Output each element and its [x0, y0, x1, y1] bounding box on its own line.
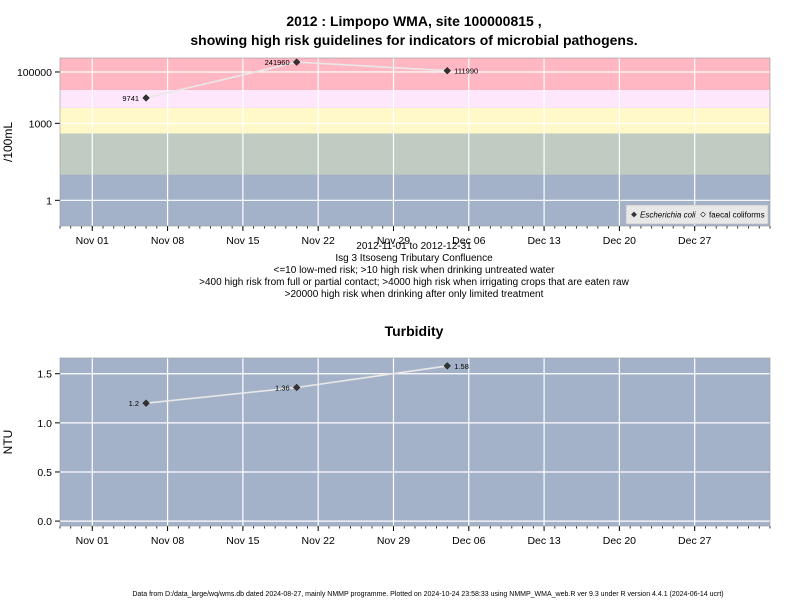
legend-label: Escherichia coli — [640, 211, 696, 220]
x-tick-label: Nov 15 — [226, 235, 259, 247]
caption-risk-contact: >400 high risk from full or partial cont… — [199, 277, 629, 288]
caption-date-range: 2012-11-01 to 2012-12-31 — [356, 241, 472, 252]
data-point — [292, 58, 301, 66]
x-tick-label: Nov 22 — [302, 535, 335, 547]
x-tick-label: Dec 20 — [603, 535, 636, 547]
microbial-panel: Nov 01 Nov 08 Nov 15 Nov 22 Nov 29 Dec 06 Dec … — [1, 57, 771, 247]
data-label: 111990 — [454, 67, 478, 76]
caption-site-name: Isg 3 Itsoseng Tributary Confluence — [335, 253, 493, 264]
risk-band-20000 — [60, 58, 770, 90]
data-label: 9741 — [122, 94, 139, 103]
data-point — [443, 362, 452, 370]
x-tick-label: Nov 01 — [76, 235, 109, 247]
y-tick-label: 0.5 — [37, 467, 52, 479]
data-label: 1.58 — [454, 362, 469, 371]
y-tick-label: 100000 — [17, 67, 52, 79]
y-tick-label: 1.0 — [37, 418, 52, 430]
x-tick-label: Dec 06 — [452, 535, 485, 547]
y-tick-label: 1.5 — [37, 369, 52, 381]
risk-band-4000 — [60, 89, 770, 108]
y-axis-label: NTU — [1, 430, 15, 455]
x-tick-label: Nov 29 — [377, 535, 410, 547]
x-tick-label: Dec 27 — [678, 235, 711, 247]
x-tick-label: Dec 06 — [452, 235, 485, 247]
footer-note: Data from D:/data_large/wq/wms.db dated … — [132, 591, 723, 598]
turbidity-title: Turbidity — [385, 323, 444, 339]
legend-marker — [700, 211, 706, 218]
y-tick-label: 0.0 — [37, 516, 52, 528]
caption-risk-low: <=10 low-med risk; >10 high risk when dr… — [274, 265, 556, 276]
legend-label: faecal coliforms — [709, 211, 765, 220]
x-tick-label: Dec 20 — [603, 235, 636, 247]
x-tick-label: Nov 08 — [151, 535, 184, 547]
x-tick-label: Nov 01 — [76, 535, 109, 547]
data-point — [142, 94, 150, 102]
data-label: 241960 — [265, 58, 290, 67]
plot-background — [60, 358, 770, 526]
x-tick-label: Dec 13 — [527, 535, 560, 547]
y-tick-label: 1 — [46, 195, 52, 207]
plot-frame — [59, 357, 771, 527]
legend-box — [625, 204, 769, 225]
x-tick-label: Dec 13 — [527, 235, 560, 247]
risk-band-10 — [60, 133, 770, 175]
data-label: 1.2 — [129, 399, 139, 408]
chart-title-line1: 2012 : Limpopo WMA, site 100000815 , — [286, 13, 541, 29]
caption-risk-treatment: >20000 high risk when drinking after onl… — [285, 289, 544, 300]
chart-title-line2: showing high risk guidelines for indicat… — [190, 32, 637, 48]
legend: Escherichia coli faecal coliforms — [625, 204, 769, 225]
y-tick-label: 1000 — [29, 118, 53, 130]
risk-band-400 — [60, 107, 770, 134]
plot-frame — [59, 57, 771, 227]
x-tick-label: Nov 08 — [151, 235, 184, 247]
y-axis-label: /100mL — [1, 122, 15, 162]
x-tick-label: Nov 15 — [226, 535, 259, 547]
x-tick-label: Nov 22 — [302, 235, 335, 247]
legend-marker — [631, 211, 637, 218]
data-point — [292, 383, 301, 392]
caption-block: 2012-11-01 to 2012-12-31 Isg 3 Itsoseng … — [199, 241, 629, 300]
turbidity-panel: Nov 01 Nov 08 Nov 15 Nov 22 Nov 29 Dec 06 Dec … — [1, 357, 771, 547]
x-tick-label: Nov 29 — [377, 235, 410, 247]
data-point — [443, 66, 452, 75]
data-point — [142, 399, 150, 407]
data-label: 1.36 — [275, 383, 290, 392]
x-tick-label: Dec 27 — [678, 535, 711, 547]
